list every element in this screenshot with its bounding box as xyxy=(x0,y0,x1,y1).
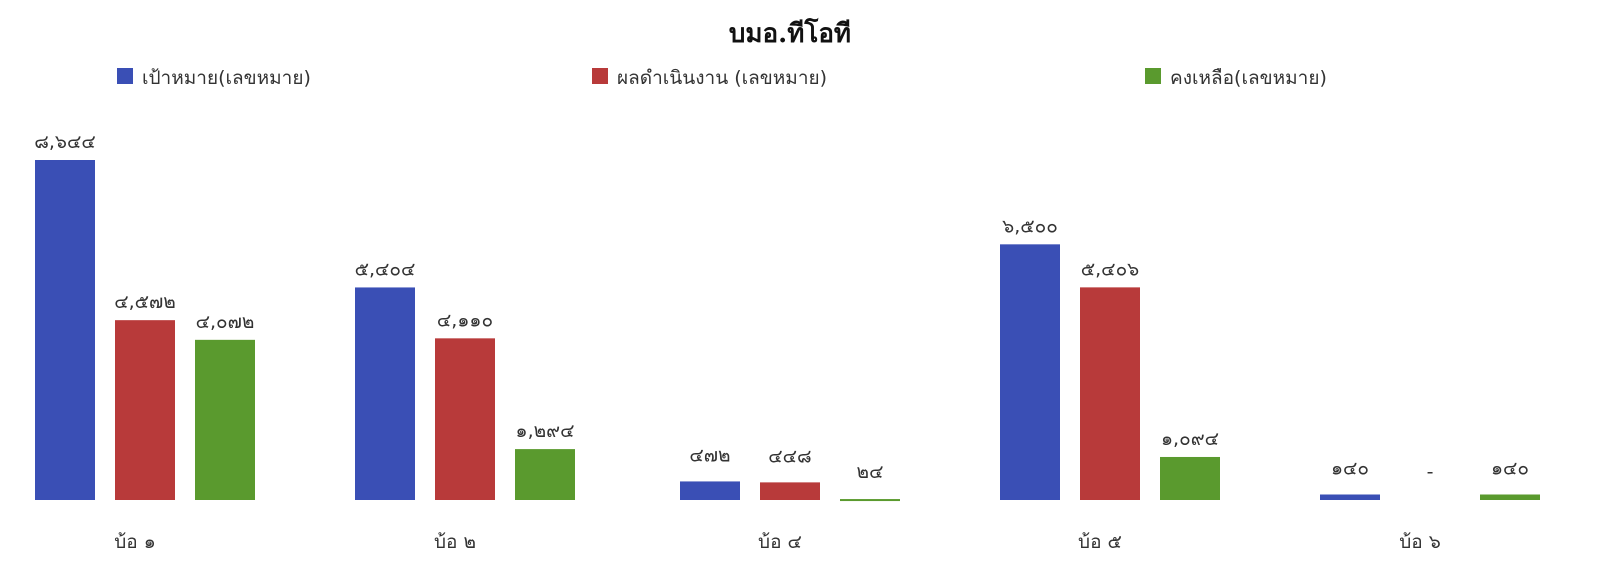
bar-target-4 xyxy=(1000,244,1060,500)
category-label-5: บ้อ ๖ xyxy=(1399,531,1441,553)
bar-target-5 xyxy=(1320,494,1380,500)
category-label-1: บ้อ ๑ xyxy=(114,531,156,553)
value-label-result-3: ๔๔๘ xyxy=(768,445,811,467)
value-label-remaining-5: ๑๔๐ xyxy=(1491,457,1529,479)
value-label-remaining-2: ๑,๒๙๔ xyxy=(516,420,575,442)
value-label-result-2: ๔,๑๑๐ xyxy=(437,309,493,331)
value-label-result-4: ๕,๔๐๖ xyxy=(1081,258,1139,280)
legend: เป้าหมาย(เลขหมาย) ผลดำเนินงาน (เลขหมาย) … xyxy=(117,67,1327,89)
value-label-result-1: ๔,๕๗๒ xyxy=(114,291,176,313)
legend-swatch-remaining xyxy=(1145,68,1161,84)
bar-target-1 xyxy=(35,160,95,500)
chart-title: บมอ.ทีโอที xyxy=(729,17,851,49)
legend-label-remaining: คงเหลือ(เลขหมาย) xyxy=(1170,67,1327,89)
bar-remaining-4 xyxy=(1160,457,1220,500)
legend-swatch-result xyxy=(592,68,608,84)
value-label-remaining-3: ๒๔ xyxy=(857,461,884,483)
legend-label-target: เป้าหมาย(เลขหมาย) xyxy=(142,67,311,89)
value-label-target-2: ๕,๔๐๔ xyxy=(355,258,416,280)
legend-label-result: ผลดำเนินงาน (เลขหมาย) xyxy=(617,67,827,89)
category-label-2: บ้อ ๒ xyxy=(434,531,476,553)
bar-remaining-3 xyxy=(840,499,900,501)
legend-swatch-target xyxy=(117,68,133,84)
bar-result-2 xyxy=(435,338,495,500)
bar-remaining-1 xyxy=(195,340,255,500)
bar-result-3 xyxy=(760,482,820,500)
value-label-target-5: ๑๔๐ xyxy=(1331,457,1369,479)
bar-remaining-2 xyxy=(515,449,575,500)
bar-remaining-5 xyxy=(1480,494,1540,500)
category-label-3: บ้อ ๔ xyxy=(758,531,802,553)
value-label-remaining-1: ๔,๐๗๒ xyxy=(196,311,255,333)
value-label-result-5: - xyxy=(1427,461,1434,483)
value-label-target-3: ๔๗๒ xyxy=(689,444,730,466)
value-label-remaining-4: ๑,๐๙๔ xyxy=(1161,428,1219,450)
bar-result-1 xyxy=(115,320,175,500)
value-label-target-1: ๘,๖๔๔ xyxy=(34,131,96,153)
bar-target-2 xyxy=(355,287,415,500)
value-label-target-4: ๖,๕๐๐ xyxy=(1002,215,1058,237)
bar-target-3 xyxy=(680,481,740,500)
category-label-4: บ้อ ๕ xyxy=(1078,531,1122,553)
bar-result-4 xyxy=(1080,287,1140,500)
